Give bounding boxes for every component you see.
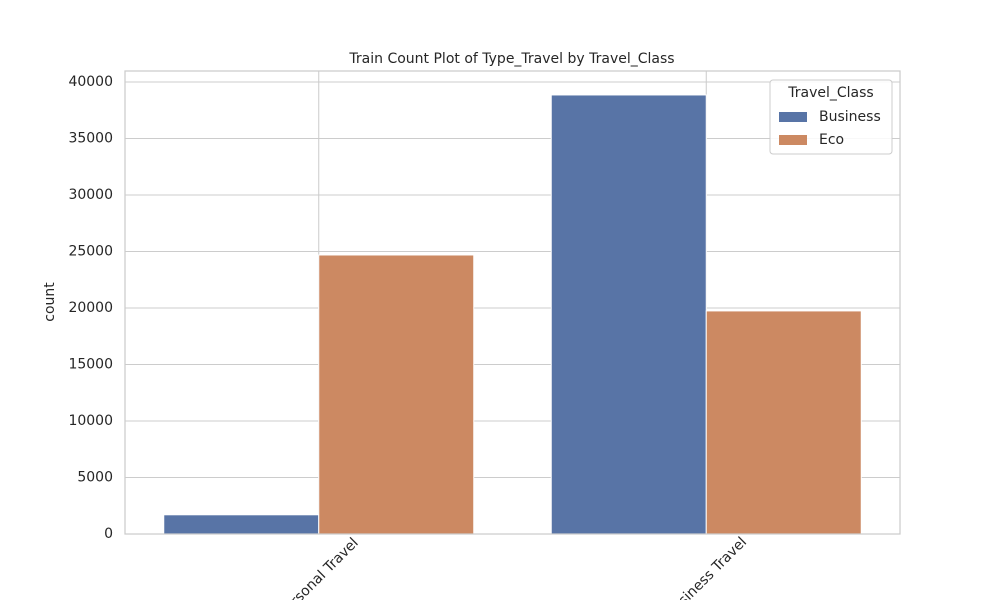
y-tick-label: 35000 — [68, 130, 113, 146]
legend-title: Travel_Class — [787, 85, 873, 101]
bar — [318, 254, 475, 535]
y-tick-label: 25000 — [68, 243, 113, 259]
chart-title: Train Count Plot of Type_Travel by Trave… — [348, 51, 674, 67]
y-tick-label: 40000 — [68, 74, 113, 90]
legend-swatch — [779, 112, 807, 122]
bar — [705, 310, 862, 535]
bar — [550, 94, 707, 535]
y-tick-label: 0 — [104, 526, 113, 542]
y-axis-label: count — [42, 282, 58, 322]
plot-frame — [124, 70, 901, 535]
y-tick-label: 15000 — [68, 356, 113, 372]
legend-swatch — [779, 135, 807, 145]
bar — [163, 514, 320, 535]
legend-label: Eco — [819, 132, 844, 148]
legend-label: Business — [819, 109, 881, 125]
y-tick-label: 30000 — [68, 187, 113, 203]
legend: Travel_Class Business Eco — [769, 79, 893, 155]
y-tick-label: 5000 — [77, 469, 113, 485]
y-tick-label: 10000 — [68, 413, 113, 429]
y-tick-label: 20000 — [68, 300, 113, 316]
